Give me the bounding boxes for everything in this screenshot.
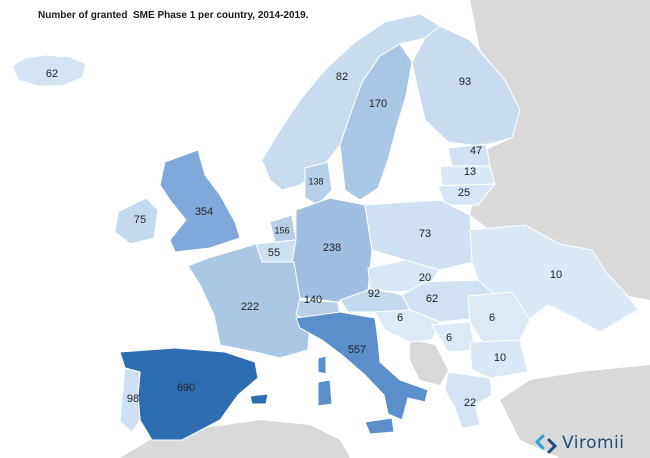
italy-region — [295, 311, 429, 421]
ireland-value-label: 75 — [134, 214, 146, 226]
france-region — [187, 243, 311, 359]
denmark-region — [304, 161, 333, 206]
slovakia-hungary-value-label: 62 — [426, 293, 438, 305]
serbia-value-label: 6 — [446, 332, 452, 344]
bulgaria-value-label: 10 — [494, 352, 506, 364]
portugal-value-label: 98 — [127, 393, 139, 405]
lithuania-region — [437, 183, 497, 206]
sicily-region — [364, 417, 395, 435]
latvia-value-label: 13 — [464, 166, 476, 178]
map-title: Number of granted SME Phase 1 per countr… — [38, 10, 309, 21]
netherlands-value-label: 156 — [274, 225, 289, 235]
finland-region — [411, 25, 521, 147]
ukraine-value-label: 10 — [550, 269, 562, 281]
serbia-region — [431, 321, 476, 353]
norway-value-label: 82 — [336, 71, 348, 83]
finland-value-label: 93 — [459, 76, 471, 88]
viromii-logo[interactable]: Viromii — [558, 431, 625, 455]
greece-value-label: 22 — [464, 397, 476, 409]
africa-nodata-region — [120, 420, 350, 458]
poland-region — [364, 199, 473, 271]
romania-value-label: 6 — [489, 312, 495, 324]
poland-value-label: 73 — [419, 228, 431, 240]
estonia-value-label: 47 — [470, 145, 482, 157]
slovenia-croatia-value-label: 6 — [397, 312, 403, 324]
ireland-region — [114, 197, 159, 245]
portugal-region — [119, 367, 141, 433]
slovenia-croatia-region — [374, 309, 441, 343]
germany-value-label: 238 — [323, 242, 341, 254]
lithuania-value-label: 25 — [458, 187, 470, 199]
italy-value-label: 557 — [348, 344, 366, 356]
uk-value-label: 354 — [195, 206, 213, 218]
bulgaria-region — [469, 339, 529, 379]
balkans-nodata-region — [410, 340, 448, 385]
sardinia-region — [317, 379, 333, 407]
belgium-value-label: 55 — [268, 247, 280, 259]
sweden-value-label: 170 — [369, 98, 387, 110]
greece-region — [444, 371, 493, 429]
iceland-value-label: 62 — [46, 68, 58, 80]
france-value-label: 222 — [241, 301, 259, 313]
denmark-value-label: 138 — [308, 176, 323, 186]
balearic-region — [249, 393, 269, 405]
czechia-value-label: 20 — [419, 272, 431, 284]
iceland-region — [11, 54, 87, 87]
spain-value-label: 690 — [177, 382, 195, 394]
austria-value-label: 92 — [368, 288, 380, 300]
viromii-logo-text: Viromii — [562, 433, 625, 453]
uk-region — [159, 149, 241, 253]
sweden-region — [339, 43, 413, 201]
viromii-logo-icon — [534, 434, 558, 454]
switzerland-value-label: 140 — [304, 294, 322, 306]
turkey-nodata-region — [500, 365, 650, 458]
austria-region — [339, 289, 411, 313]
corsica-region — [317, 355, 327, 375]
